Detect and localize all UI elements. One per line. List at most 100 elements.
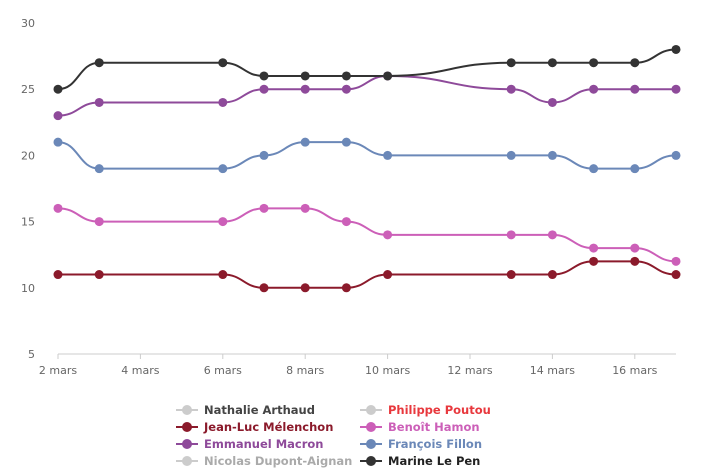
data-point-marine-le-pen[interactable] (300, 71, 310, 81)
legend-label: Nicolas Dupont-Aignan (204, 454, 353, 468)
legend-label: Jean-Luc Mélenchon (204, 420, 334, 434)
data-point-emmanuel-macron[interactable] (630, 84, 640, 94)
data-point-jean-luc-melenchon[interactable] (383, 270, 393, 280)
data-point-francois-fillon[interactable] (630, 164, 640, 174)
data-point-marine-le-pen[interactable] (383, 71, 393, 81)
data-point-emmanuel-macron[interactable] (589, 84, 599, 94)
data-point-marine-le-pen[interactable] (589, 58, 599, 68)
y-tick-label: 10 (21, 282, 35, 295)
data-point-benoit-hamon[interactable] (53, 203, 63, 213)
x-tick-label: 6 mars (204, 364, 242, 377)
data-point-benoit-hamon[interactable] (547, 230, 557, 240)
data-point-francois-fillon[interactable] (53, 137, 63, 147)
data-point-benoit-hamon[interactable] (341, 217, 351, 227)
series-line-benoit-hamon (57, 207, 677, 263)
y-tick-label: 5 (28, 348, 35, 361)
legend-marker-icon (360, 419, 382, 435)
series-line-emmanuel-macron (57, 74, 676, 117)
data-point-marine-le-pen[interactable] (53, 84, 63, 94)
data-point-marine-le-pen[interactable] (630, 58, 640, 68)
data-point-jean-luc-melenchon[interactable] (218, 270, 228, 280)
y-tick-label: 30 (21, 17, 35, 30)
data-point-benoit-hamon[interactable] (506, 230, 516, 240)
x-tick-label: 8 mars (286, 364, 324, 377)
data-point-emmanuel-macron[interactable] (53, 111, 63, 121)
data-point-jean-luc-melenchon[interactable] (53, 270, 63, 280)
data-point-benoit-hamon[interactable] (671, 256, 681, 266)
x-tick-label: 2 mars (39, 364, 77, 377)
series-line-francois-fillon (57, 141, 677, 170)
legend-item-marine-le-pen[interactable]: Marine Le Pen (360, 453, 480, 469)
line-chart: 5 10 15 20 25 30 2 mars 4 mars 6 mars 8 mars 10 ma… (21, 17, 681, 377)
data-point-benoit-hamon[interactable] (383, 230, 393, 240)
data-point-marine-le-pen[interactable] (259, 71, 269, 81)
data-point-jean-luc-melenchon[interactable] (630, 256, 640, 266)
data-point-benoit-hamon[interactable] (259, 203, 269, 213)
data-point-emmanuel-macron[interactable] (259, 84, 269, 94)
data-point-emmanuel-macron[interactable] (341, 84, 351, 94)
y-tick-label: 20 (21, 149, 35, 162)
data-point-jean-luc-melenchon[interactable] (341, 283, 351, 293)
data-point-marine-le-pen[interactable] (218, 58, 228, 68)
legend-label: Philippe Poutou (388, 403, 491, 417)
data-point-emmanuel-macron[interactable] (671, 84, 681, 94)
legend-marker-icon (176, 436, 198, 452)
data-point-marine-le-pen[interactable] (547, 58, 557, 68)
legend-label: Emmanuel Macron (204, 437, 324, 451)
data-point-jean-luc-melenchon[interactable] (547, 270, 557, 280)
data-point-jean-luc-melenchon[interactable] (300, 283, 310, 293)
legend-item-nicolas-dupont-aignan[interactable]: Nicolas Dupont-Aignan (176, 453, 352, 469)
data-point-francois-fillon[interactable] (589, 164, 599, 174)
data-point-francois-fillon[interactable] (94, 164, 104, 174)
data-point-marine-le-pen[interactable] (506, 58, 516, 68)
data-point-emmanuel-macron[interactable] (218, 97, 228, 107)
data-point-benoit-hamon[interactable] (94, 217, 104, 227)
data-point-emmanuel-macron[interactable] (547, 97, 557, 107)
legend-marker-icon (360, 402, 382, 418)
data-point-francois-fillon[interactable] (671, 150, 681, 160)
data-point-jean-luc-melenchon[interactable] (506, 270, 516, 280)
data-point-francois-fillon[interactable] (259, 150, 269, 160)
series-lines (57, 48, 677, 289)
data-point-benoit-hamon[interactable] (630, 243, 640, 253)
data-point-jean-luc-melenchon[interactable] (589, 256, 599, 266)
legend-item-philippe-poutou[interactable]: Philippe Poutou (360, 402, 491, 418)
x-tick-label: 16 mars (612, 364, 657, 377)
data-point-emmanuel-macron[interactable] (300, 84, 310, 94)
x-tick-label: 14 mars (530, 364, 575, 377)
y-tick-label: 25 (21, 83, 35, 96)
data-point-jean-luc-melenchon[interactable] (259, 283, 269, 293)
legend-marker-icon (360, 436, 382, 452)
data-point-emmanuel-macron[interactable] (94, 97, 104, 107)
data-point-francois-fillon[interactable] (506, 150, 516, 160)
x-tick-label: 10 mars (365, 364, 410, 377)
data-point-marine-le-pen[interactable] (671, 44, 681, 54)
data-point-benoit-hamon[interactable] (589, 243, 599, 253)
legend-label: Marine Le Pen (388, 454, 481, 468)
legend-item-francois-fillon[interactable]: François Fillon (360, 436, 482, 452)
data-point-benoit-hamon[interactable] (300, 203, 310, 213)
data-point-emmanuel-macron[interactable] (506, 84, 516, 94)
data-point-francois-fillon[interactable] (218, 164, 228, 174)
series-points (53, 44, 681, 293)
data-point-francois-fillon[interactable] (383, 150, 393, 160)
legend-item-nathalie-arthaud[interactable]: Nathalie Arthaud (176, 402, 315, 418)
legend-marker-icon (360, 453, 382, 469)
data-point-jean-luc-melenchon[interactable] (671, 270, 681, 280)
data-point-benoit-hamon[interactable] (218, 217, 228, 227)
x-tick-label: 4 mars (121, 364, 159, 377)
axes: 5 10 15 20 25 30 2 mars 4 mars 6 mars 8 mars 10 ma… (21, 17, 676, 377)
data-point-francois-fillon[interactable] (300, 137, 310, 147)
data-point-marine-le-pen[interactable] (94, 58, 104, 68)
y-tick-label: 15 (21, 216, 35, 229)
data-point-francois-fillon[interactable] (547, 150, 557, 160)
legend-item-benoit-hamon[interactable]: Benoît Hamon (360, 419, 480, 435)
legend-marker-icon (176, 453, 198, 469)
legend-item-jean-luc-melenchon[interactable]: Jean-Luc Mélenchon (176, 419, 333, 435)
data-point-francois-fillon[interactable] (341, 137, 351, 147)
data-point-marine-le-pen[interactable] (341, 71, 351, 81)
data-point-jean-luc-melenchon[interactable] (94, 270, 104, 280)
x-tick-label: 12 mars (447, 364, 492, 377)
legend-item-emmanuel-macron[interactable]: Emmanuel Macron (176, 436, 323, 452)
legend-label: Nathalie Arthaud (204, 403, 315, 417)
